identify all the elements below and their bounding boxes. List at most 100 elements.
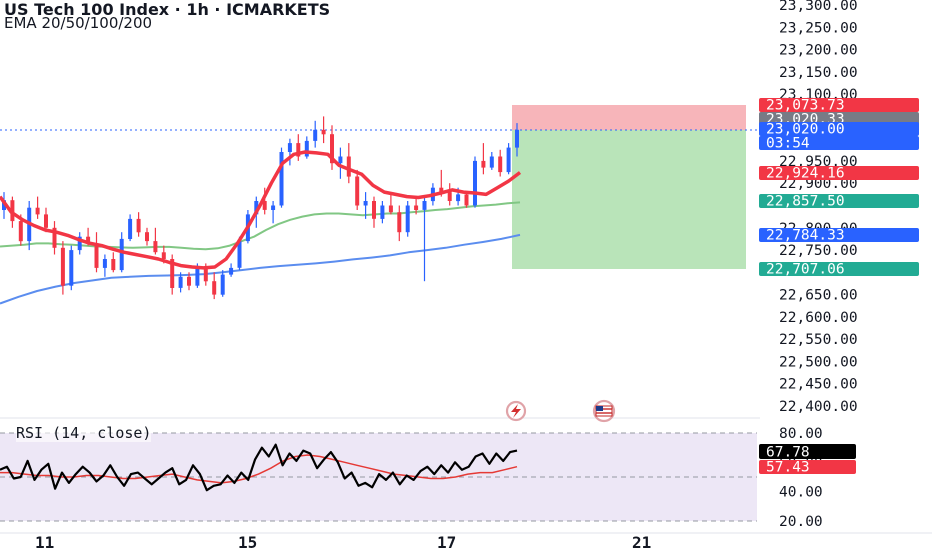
candle[interactable] <box>153 227 158 255</box>
candle[interactable] <box>128 214 133 242</box>
rsi-ma-tag: 57.43 <box>759 460 856 476</box>
candle[interactable] <box>187 272 191 291</box>
candle[interactable] <box>304 136 309 159</box>
rsi-line[interactable] <box>0 443 518 492</box>
candle[interactable] <box>287 138 292 166</box>
take-profit-zone[interactable] <box>512 130 746 269</box>
candle[interactable] <box>35 196 40 219</box>
stop-loss-zone[interactable] <box>512 105 746 130</box>
rsi-ma-line[interactable] <box>0 454 518 484</box>
candle[interactable] <box>473 156 477 208</box>
chart-title[interactable]: US Tech 100 Index · 1h · ICMARKETS <box>4 0 331 19</box>
price-tick-label: 22,750.00 <box>779 243 858 259</box>
price-tag-label: 23,020.00 <box>766 122 845 138</box>
price-tag-ema-50: 22,857.50 <box>759 194 919 210</box>
price-tag-ema-100: 22,784.33 <box>759 228 919 244</box>
candle[interactable] <box>52 221 57 255</box>
candle[interactable] <box>212 272 217 300</box>
indicator-legend[interactable]: EMA 20/50/100/200 <box>4 14 153 32</box>
price-tag-label: 03:54 <box>766 136 810 152</box>
price-tick-label: 22,450.00 <box>779 377 858 393</box>
time-label-11: 11 <box>35 533 54 550</box>
price-tick-label: 22,900.00 <box>779 176 858 192</box>
rsi-pane[interactable] <box>0 432 757 522</box>
candle[interactable] <box>321 116 326 144</box>
price-pane[interactable] <box>0 105 760 305</box>
candle[interactable] <box>271 201 276 224</box>
candle[interactable] <box>170 254 175 295</box>
price-tick-label: 22,950.00 <box>779 154 858 170</box>
candle[interactable] <box>145 227 149 246</box>
price-tick-label: 22,550.00 <box>779 332 858 348</box>
time-label-15: 15 <box>238 533 257 550</box>
rsi-value-tag: 67.78 <box>759 444 856 461</box>
ema-line-ema-100[interactable] <box>0 233 521 305</box>
calendar-flag-icon[interactable] <box>592 399 616 423</box>
price-tag-label: 22,707.06 <box>766 262 845 278</box>
price-tick-label: 22,650.00 <box>779 288 858 304</box>
candle[interactable] <box>102 254 107 277</box>
price-tag-label: 23,073.73 <box>766 98 845 114</box>
price-tag-label: 22,857.50 <box>766 194 845 210</box>
candle[interactable] <box>94 232 99 273</box>
candle[interactable] <box>447 183 452 206</box>
price-tag-label: 22,784.33 <box>766 228 845 244</box>
price-tag-label: 22,924.16 <box>766 166 845 182</box>
candle[interactable] <box>489 152 494 170</box>
candle[interactable] <box>178 272 183 293</box>
price-tag-ema-20: 22,924.16 <box>759 166 919 182</box>
candle[interactable] <box>136 212 141 237</box>
time-label-21: 21 <box>632 533 651 550</box>
candle[interactable] <box>355 169 360 210</box>
candle[interactable] <box>346 143 351 184</box>
flash-icon[interactable] <box>505 400 527 422</box>
candle[interactable] <box>481 143 486 175</box>
price-axis[interactable]: 23,300.0023,250.0023,200.0023,150.0023,1… <box>779 0 858 415</box>
candle[interactable] <box>498 149 503 177</box>
price-tick-label: 23,300.00 <box>779 0 858 14</box>
candle[interactable] <box>60 241 65 295</box>
candle[interactable] <box>405 201 410 237</box>
candle[interactable] <box>372 196 376 228</box>
time-label-17: 17 <box>437 533 456 550</box>
time-axis[interactable]: 11 15 17 21 <box>35 533 651 550</box>
ema-line-ema-20[interactable] <box>0 150 522 270</box>
price-tags: 23,073.7323,020.3323,020.0003:5422,924.1… <box>759 98 919 278</box>
ema-line-ema-50[interactable] <box>0 201 521 251</box>
candle[interactable] <box>363 192 368 219</box>
candle[interactable] <box>422 196 427 282</box>
candle[interactable] <box>380 201 385 224</box>
rsi-legend[interactable]: RSI (14, close) <box>16 424 152 442</box>
candle[interactable] <box>464 192 469 208</box>
price-tick-label: 23,150.00 <box>779 65 858 81</box>
price-tag-stop-loss: 23,073.73 <box>759 98 919 114</box>
rsi-tick-label: 40.00 <box>779 485 823 501</box>
candle[interactable] <box>77 232 82 255</box>
candle[interactable] <box>330 125 334 170</box>
candle[interactable] <box>388 192 393 215</box>
rsi-ma-label: 57.43 <box>766 460 810 476</box>
price-tick-label: 22,400.00 <box>779 399 858 415</box>
candle[interactable] <box>111 252 116 273</box>
candle[interactable] <box>397 205 402 242</box>
candle[interactable] <box>296 134 301 161</box>
price-tick-label: 23,200.00 <box>779 43 858 59</box>
price-tick-label: 23,250.00 <box>779 20 858 36</box>
price-tick-label: 22,600.00 <box>779 310 858 326</box>
candle[interactable] <box>506 143 511 175</box>
candle[interactable] <box>414 196 419 215</box>
candle[interactable] <box>262 187 267 215</box>
rsi-tick-label: 20.00 <box>779 514 823 530</box>
candle[interactable] <box>69 245 74 291</box>
candle[interactable] <box>279 147 284 208</box>
candle[interactable] <box>229 263 234 277</box>
candle[interactable] <box>515 123 519 157</box>
candle[interactable] <box>220 270 225 297</box>
candle[interactable] <box>44 207 48 233</box>
candle[interactable] <box>338 147 343 179</box>
rsi-tick-label: 80.00 <box>779 426 823 442</box>
candle[interactable] <box>313 120 318 148</box>
